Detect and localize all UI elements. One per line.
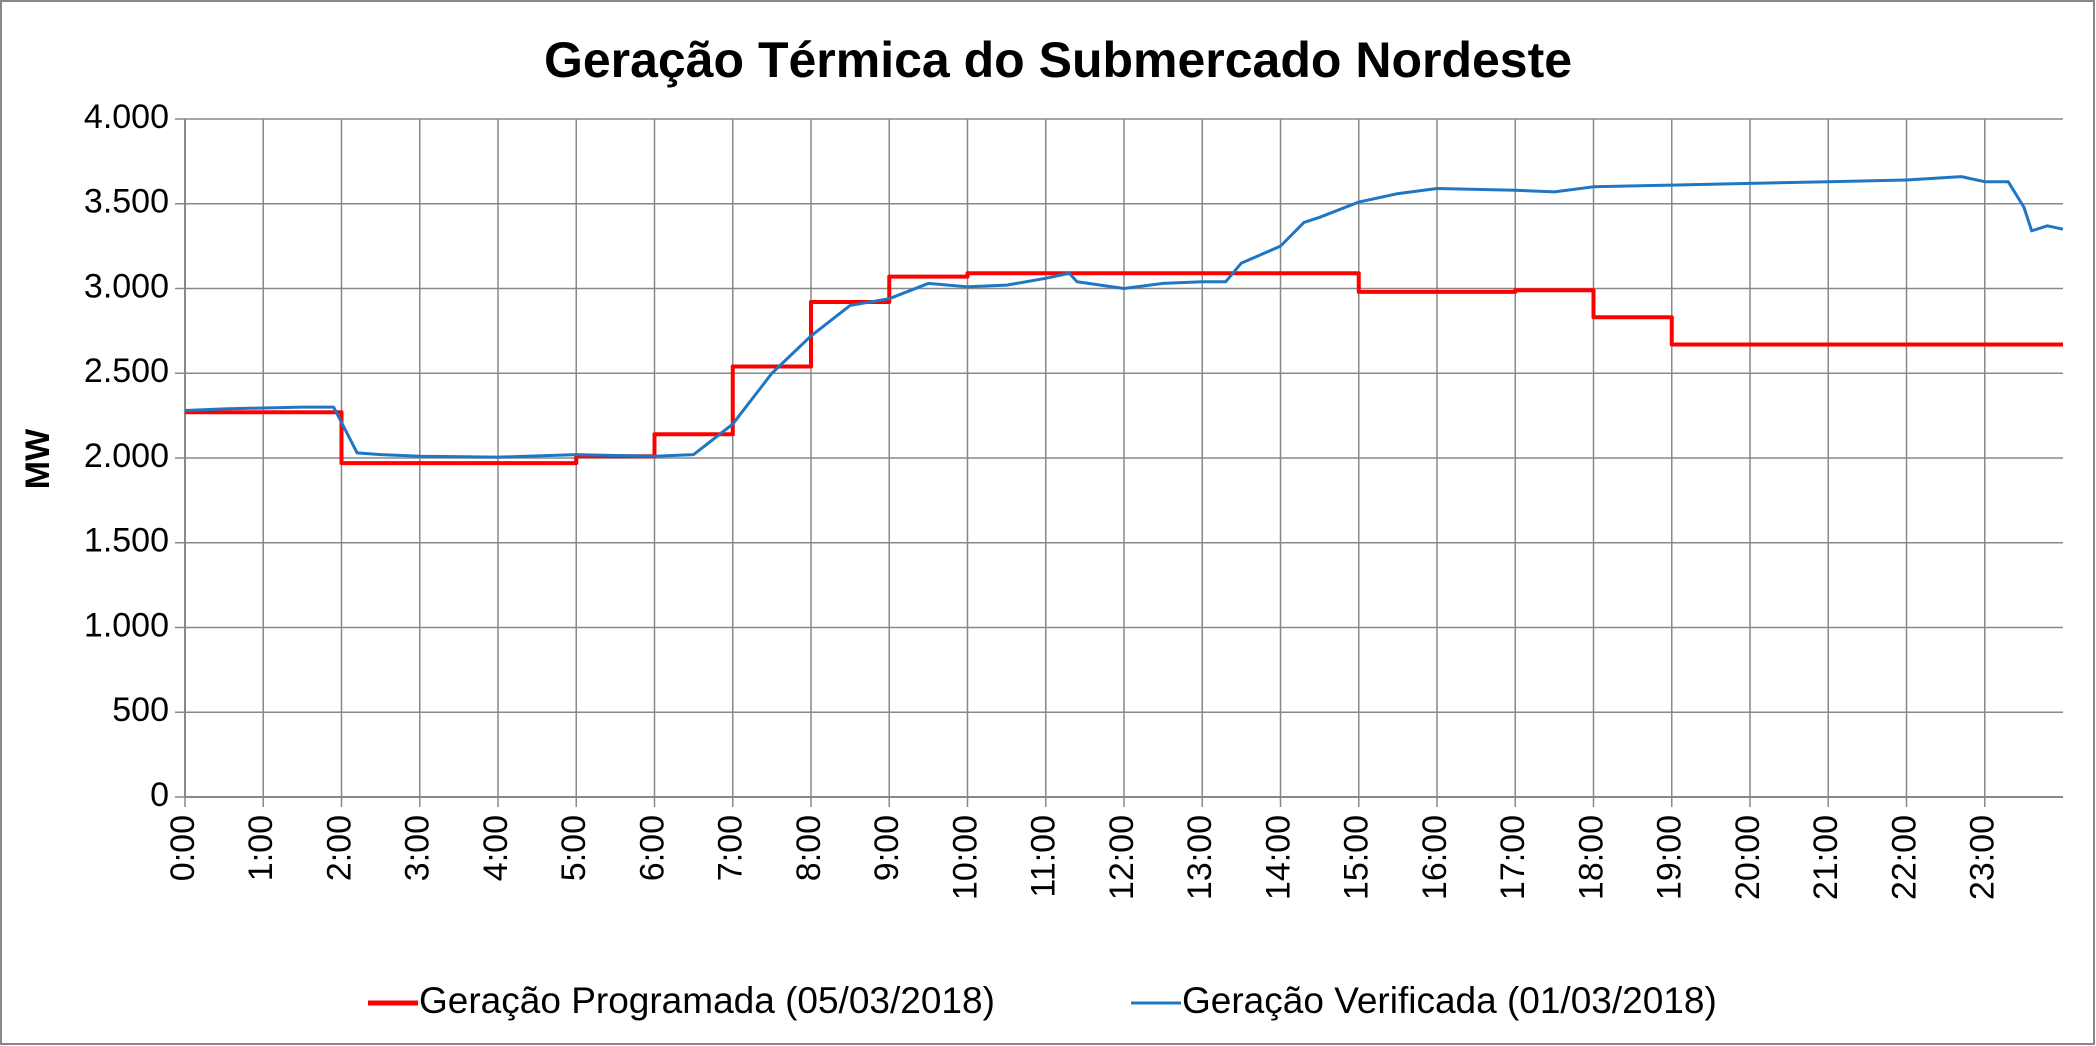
x-tick-label: 7:00 [712,815,750,881]
y-tick-label: 500 [112,691,169,729]
x-tick-label: 21:00 [1807,815,1845,900]
y-tick-label: 3.500 [84,183,169,221]
x-tick-label: 4:00 [477,815,515,881]
x-tick-label: 17:00 [1494,815,1532,900]
x-tick-label: 6:00 [633,815,671,881]
y-tick-label: 1.500 [84,522,169,560]
x-tick-label: 0:00 [164,815,202,881]
x-tick-label: 13:00 [1181,815,1219,900]
chart-title: Geração Térmica do Submercado Nordeste [544,32,1572,88]
y-tick-label: 2.500 [84,352,169,390]
x-tick-label: 12:00 [1103,815,1141,900]
x-tick-label: 11:00 [1025,815,1063,898]
x-tick-label: 9:00 [868,815,906,881]
series-line [185,271,2063,466]
x-tick-label: 1:00 [242,815,280,881]
x-tick-label: 14:00 [1259,815,1297,900]
y-axis-label: MW [19,428,57,489]
y-tick-label: 2.000 [84,437,169,475]
series-line [184,175,2064,459]
x-tick-label: 16:00 [1416,815,1454,900]
x-tick-label: 8:00 [790,815,828,881]
x-tick-label: 3:00 [399,815,437,881]
x-tick-label: 20:00 [1729,815,1767,900]
y-tick-label: 1.000 [84,606,169,644]
y-tick-label: 4.000 [84,98,169,136]
x-tick-label: 22:00 [1885,815,1923,900]
x-tick-label: 23:00 [1964,815,2002,900]
x-tick-label: 10:00 [946,815,984,900]
x-tick-label: 18:00 [1572,815,1610,900]
x-tick-label: 19:00 [1651,815,1689,900]
y-tick-label: 0 [150,776,169,814]
x-tick-label: 5:00 [555,815,593,881]
legend-label: Geração Verificada (01/03/2018) [1182,980,1717,1021]
x-tick-label: 15:00 [1338,815,1376,900]
x-tick-label: 2:00 [320,815,358,881]
legend-label: Geração Programada (05/03/2018) [419,980,995,1021]
y-tick-label: 3.000 [84,267,169,305]
